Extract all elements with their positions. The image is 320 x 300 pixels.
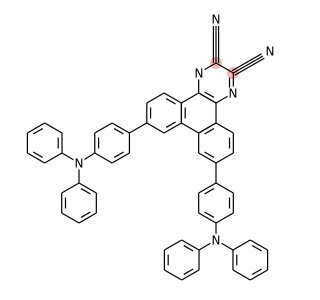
bond	[181, 239, 200, 251]
bond	[204, 211, 215, 218]
atom-label: N	[75, 157, 84, 171]
atom-label: N	[212, 234, 221, 248]
bond	[231, 53, 263, 72]
bond	[32, 151, 43, 158]
bond	[129, 122, 148, 134]
bond	[113, 128, 124, 135]
bond	[215, 152, 234, 164]
bond	[164, 269, 182, 281]
bond	[233, 55, 264, 74]
bond	[44, 152, 63, 164]
bond	[198, 182, 217, 194]
bond	[113, 151, 124, 158]
bond	[198, 122, 217, 134]
label-mask	[263, 44, 277, 58]
bond	[146, 92, 165, 104]
bond	[94, 122, 113, 134]
bond	[111, 152, 130, 164]
label-mask	[72, 156, 86, 170]
bond	[44, 122, 63, 134]
bond	[27, 152, 46, 164]
atom-labels: N N N N N N	[72, 12, 277, 248]
bond	[204, 151, 215, 158]
molecule-diagram: N N N N N N	[26, 12, 277, 281]
bond	[250, 239, 268, 251]
bond	[234, 57, 265, 76]
bond	[198, 212, 217, 224]
bond	[164, 239, 182, 251]
bond	[80, 211, 91, 218]
bond	[252, 245, 263, 252]
bond	[232, 239, 251, 251]
bond	[252, 268, 263, 275]
bond	[61, 182, 80, 194]
label-mask	[226, 86, 240, 100]
bond	[215, 182, 234, 194]
atom-label: N	[195, 67, 204, 81]
label-mask	[209, 233, 223, 247]
bond	[32, 128, 43, 135]
bond	[94, 152, 113, 164]
bond	[163, 122, 182, 134]
label-mask	[192, 66, 206, 80]
atom-label: N	[212, 13, 221, 27]
bond	[146, 122, 165, 134]
bond	[163, 92, 182, 104]
bond	[250, 269, 268, 281]
bond	[198, 152, 217, 164]
bond	[198, 92, 217, 104]
label-mask	[209, 12, 223, 26]
bond	[111, 122, 130, 134]
bond	[215, 212, 234, 224]
bond	[181, 122, 199, 134]
bonds	[26, 26, 269, 281]
bond	[215, 122, 234, 134]
bond	[61, 212, 80, 224]
bond	[204, 91, 215, 98]
bond	[204, 188, 215, 195]
bond	[183, 245, 194, 252]
bond	[215, 62, 234, 74]
bond	[80, 188, 91, 195]
bond	[232, 269, 251, 281]
bond	[78, 182, 97, 194]
bond	[165, 98, 176, 105]
bond	[183, 268, 194, 275]
bond	[181, 92, 199, 104]
bond	[181, 269, 200, 281]
atom-label: N	[229, 87, 238, 101]
bond	[165, 121, 176, 128]
atom-label: N	[266, 45, 275, 59]
bond	[78, 212, 97, 224]
bond	[204, 128, 215, 135]
bond	[27, 122, 46, 134]
